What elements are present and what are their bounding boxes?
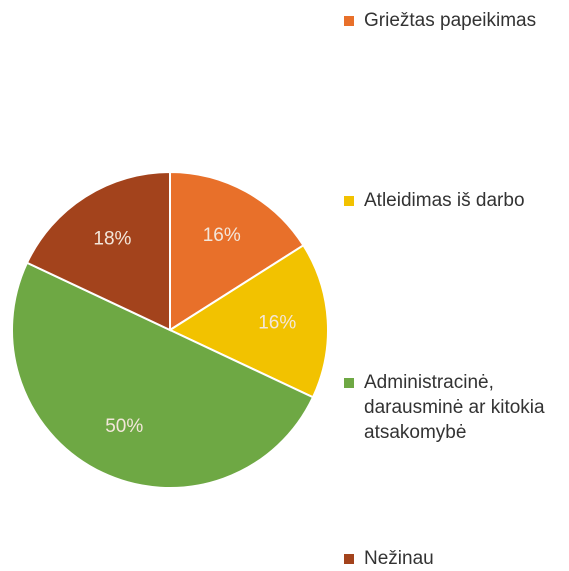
legend-swatch	[344, 378, 354, 388]
pie-slice	[25, 170, 171, 332]
legend-swatch	[344, 196, 354, 206]
legend-label: Griežtas papeikimas	[364, 10, 537, 31]
pie-slice	[167, 243, 329, 399]
pie-slice	[11, 261, 315, 489]
legend-label: Nežinau	[364, 548, 434, 569]
pie-slice	[169, 170, 305, 332]
data-label: 50%	[105, 416, 143, 437]
legend-swatch	[344, 16, 354, 26]
legend-label: Administracinė, darausminė ar kitokia at…	[364, 372, 545, 443]
legend-swatch	[344, 554, 354, 564]
data-label: 16%	[258, 312, 296, 333]
data-label: 16%	[203, 225, 241, 246]
legend-label: Atleidimas iš darbo	[364, 190, 525, 211]
data-label: 18%	[93, 228, 131, 249]
